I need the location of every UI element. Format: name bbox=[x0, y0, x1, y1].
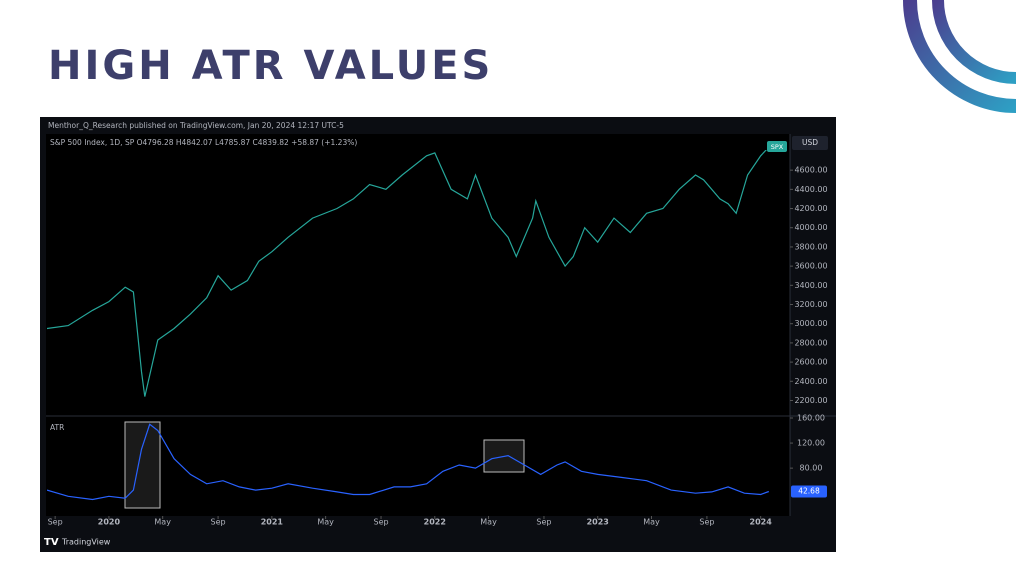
y-tick-label: 2800.00 bbox=[794, 338, 827, 347]
series-line bbox=[47, 423, 770, 501]
y-tick-label: 80.00 bbox=[800, 464, 823, 473]
source-line: Menthor_Q_Research published on TradingV… bbox=[48, 121, 344, 130]
x-tick-label: May bbox=[480, 518, 497, 527]
currency: USD bbox=[802, 138, 818, 147]
footer: TradingView bbox=[61, 538, 111, 547]
y-tick-label: 3200.00 bbox=[794, 300, 827, 309]
x-tick-label: 2022 bbox=[424, 518, 446, 527]
tv-logo: TV bbox=[44, 537, 59, 548]
x-tick-label: Sep bbox=[699, 518, 714, 527]
y-tick-label: 160.00 bbox=[797, 414, 825, 423]
decor-arc bbox=[903, 0, 1017, 113]
x-tick-label: May bbox=[317, 518, 334, 527]
y-tick-label: 3600.00 bbox=[794, 262, 827, 271]
x-tick-label: Sep bbox=[536, 518, 551, 527]
y-tick-label: 4400.00 bbox=[794, 185, 827, 194]
slide-title: HIGH ATR VALUES bbox=[48, 43, 493, 89]
y-tick-label: 4600.00 bbox=[794, 166, 827, 175]
y-tick-label: 120.00 bbox=[797, 439, 825, 448]
x-tick-label: Sep bbox=[48, 518, 63, 527]
x-tick-label: Sep bbox=[373, 518, 388, 527]
series-line bbox=[47, 150, 767, 397]
x-tick-label: May bbox=[154, 518, 171, 527]
y-tick-label: 4000.00 bbox=[794, 223, 827, 232]
x-tick-label: Sep bbox=[211, 518, 226, 527]
symbol-tag: SPX bbox=[771, 143, 784, 151]
pane-title: ATR bbox=[50, 423, 64, 432]
y-tick-label: 2600.00 bbox=[794, 358, 827, 367]
y-tick-label: 3000.00 bbox=[794, 319, 827, 328]
y-tick-label: 2400.00 bbox=[794, 377, 827, 386]
footer-bar bbox=[40, 532, 836, 552]
x-tick-label: 2020 bbox=[98, 518, 121, 527]
y-tick-label: 4200.00 bbox=[794, 204, 827, 213]
currency-box bbox=[792, 136, 828, 150]
y-tick-label: 2200.00 bbox=[794, 396, 827, 405]
highlight-box bbox=[124, 421, 161, 509]
last-value-box bbox=[791, 485, 827, 498]
x-tick-label: 2024 bbox=[750, 518, 773, 527]
symbol-tag-box bbox=[767, 141, 787, 152]
y-tick-label: 3800.00 bbox=[794, 242, 827, 251]
decor-arc bbox=[932, 0, 1017, 84]
x-tick-label: May bbox=[643, 518, 660, 527]
last-value-label: 42.68 bbox=[798, 487, 820, 496]
y-tick-label: 3400.00 bbox=[794, 281, 827, 290]
x-tick-label: 2021 bbox=[261, 518, 284, 527]
x-tick-label: 2023 bbox=[587, 518, 609, 527]
pane-title: S&P 500 Index, 1D, SP O4796.28 H4842.07 … bbox=[50, 138, 357, 147]
